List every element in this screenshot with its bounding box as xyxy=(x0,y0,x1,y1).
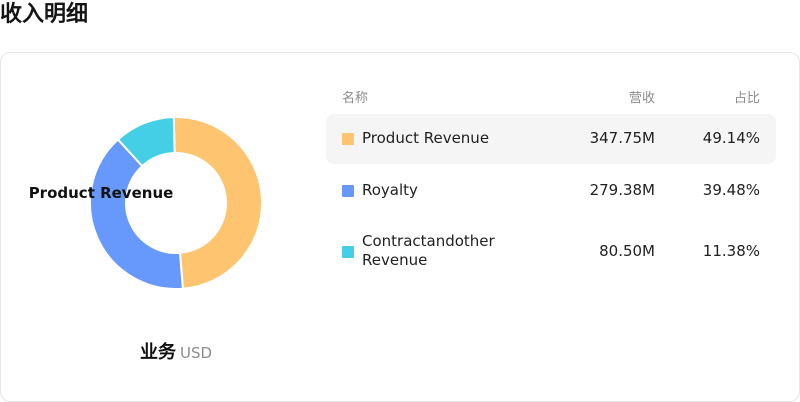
table-header: 名称 营收 占比 xyxy=(326,81,776,113)
legend-swatch xyxy=(342,246,354,258)
revenue-breakdown-card: Product Revenue 业务 USD 名称 营收 占比 Product R… xyxy=(0,52,800,402)
row-name: Product Revenue xyxy=(362,129,490,147)
row-name: Contractandother Revenue xyxy=(362,232,495,269)
table-row[interactable]: Product Revenue 347.75M 49.14% xyxy=(326,114,776,164)
donut-slice-royalty[interactable] xyxy=(89,138,184,290)
table-row[interactable]: Royalty 279.38M 39.48% xyxy=(326,166,776,216)
revenue-table: 名称 营收 占比 Product Revenue 347.75M 49.14% … xyxy=(326,81,776,286)
header-percent: 占比 xyxy=(733,91,760,106)
page-title: 收入明细 xyxy=(0,2,89,27)
header-revenue: 营收 xyxy=(628,91,655,106)
legend-swatch xyxy=(342,185,354,197)
row-revenue: 279.38M xyxy=(589,181,655,199)
legend-swatch xyxy=(342,133,354,145)
row-percent: 11.38% xyxy=(702,242,760,260)
donut-slice-contractandother-revenue[interactable] xyxy=(116,116,176,168)
table-row[interactable]: Contractandother Revenue 80.50M 11.38% xyxy=(326,216,776,286)
row-revenue: 347.75M xyxy=(589,129,655,147)
donut-center-label: Product Revenue xyxy=(28,184,174,202)
business-label: 业务 USD xyxy=(1,338,351,364)
donut-svg xyxy=(89,116,264,290)
row-percent: 49.14% xyxy=(702,129,760,147)
business-title: 业务 xyxy=(139,342,176,363)
donut-slice-product-revenue[interactable] xyxy=(172,116,264,290)
row-name: Royalty xyxy=(362,181,418,199)
row-percent: 39.48% xyxy=(702,181,760,199)
donut-chart xyxy=(89,115,265,293)
row-revenue: 80.50M xyxy=(599,242,655,260)
header-name: 名称 xyxy=(342,91,369,106)
currency-unit: USD xyxy=(179,344,213,362)
